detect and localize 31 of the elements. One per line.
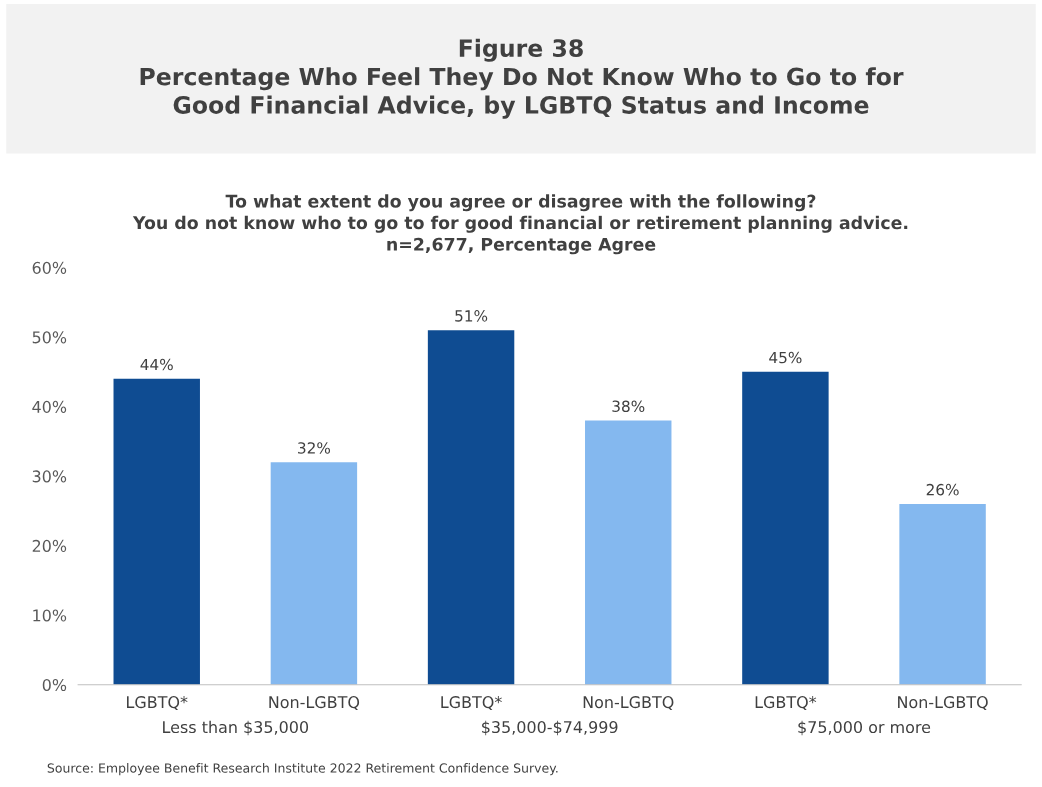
x-tick-label: LGBTQ* (755, 696, 817, 710)
source-note: Source: Employee Benefit Research Institute 2022 Retirement Confidence Survey. (47, 763, 558, 776)
x-tick-label: LGBTQ* (441, 696, 502, 710)
y-tick-label: 10% (33, 609, 67, 622)
text: Less than $35,000 (163, 720, 309, 736)
x-tick-label: Non-LGBTQ (269, 696, 360, 710)
x-tick-label: Non-LGBTQ (898, 696, 988, 710)
data-label: 32% (298, 442, 331, 454)
data-label: 26% (926, 483, 959, 496)
bar (270, 462, 358, 685)
y-tick-label: 40% (32, 400, 67, 413)
bar (427, 330, 515, 685)
y-tick-label: 20% (32, 539, 67, 552)
y-tick-label: 60% (32, 261, 67, 274)
y-tick-label: 0% (42, 678, 67, 691)
bar (742, 371, 829, 685)
data-label: 45% (769, 351, 802, 364)
data-label: 44% (140, 358, 173, 371)
x-tick-label: LGBTQ* (127, 696, 188, 710)
chart-subtitle: To what extent do you agree or disagree with the following? You do not know who to go to for good financial or retirement planning advice. n=2,677, Percentage Agree (132, 194, 908, 255)
x-tick-label: Non-LGBTQ (583, 696, 674, 710)
bar (899, 503, 986, 685)
data-label: 51% (455, 310, 488, 322)
y-tick-label: 50% (32, 331, 67, 344)
bar (113, 378, 200, 685)
text: $75,000 or more (798, 720, 931, 736)
chart-title: Figure 38 Percentage Who Feel They Do Not Know Who to Go to for Good Financial Advice, by LGBTQ Status and Income (140, 38, 904, 119)
data-label: 38% (612, 400, 645, 412)
y-tick-label: 30% (32, 470, 67, 483)
text: $35,000-$74,999 (482, 720, 618, 736)
bar (585, 420, 672, 685)
